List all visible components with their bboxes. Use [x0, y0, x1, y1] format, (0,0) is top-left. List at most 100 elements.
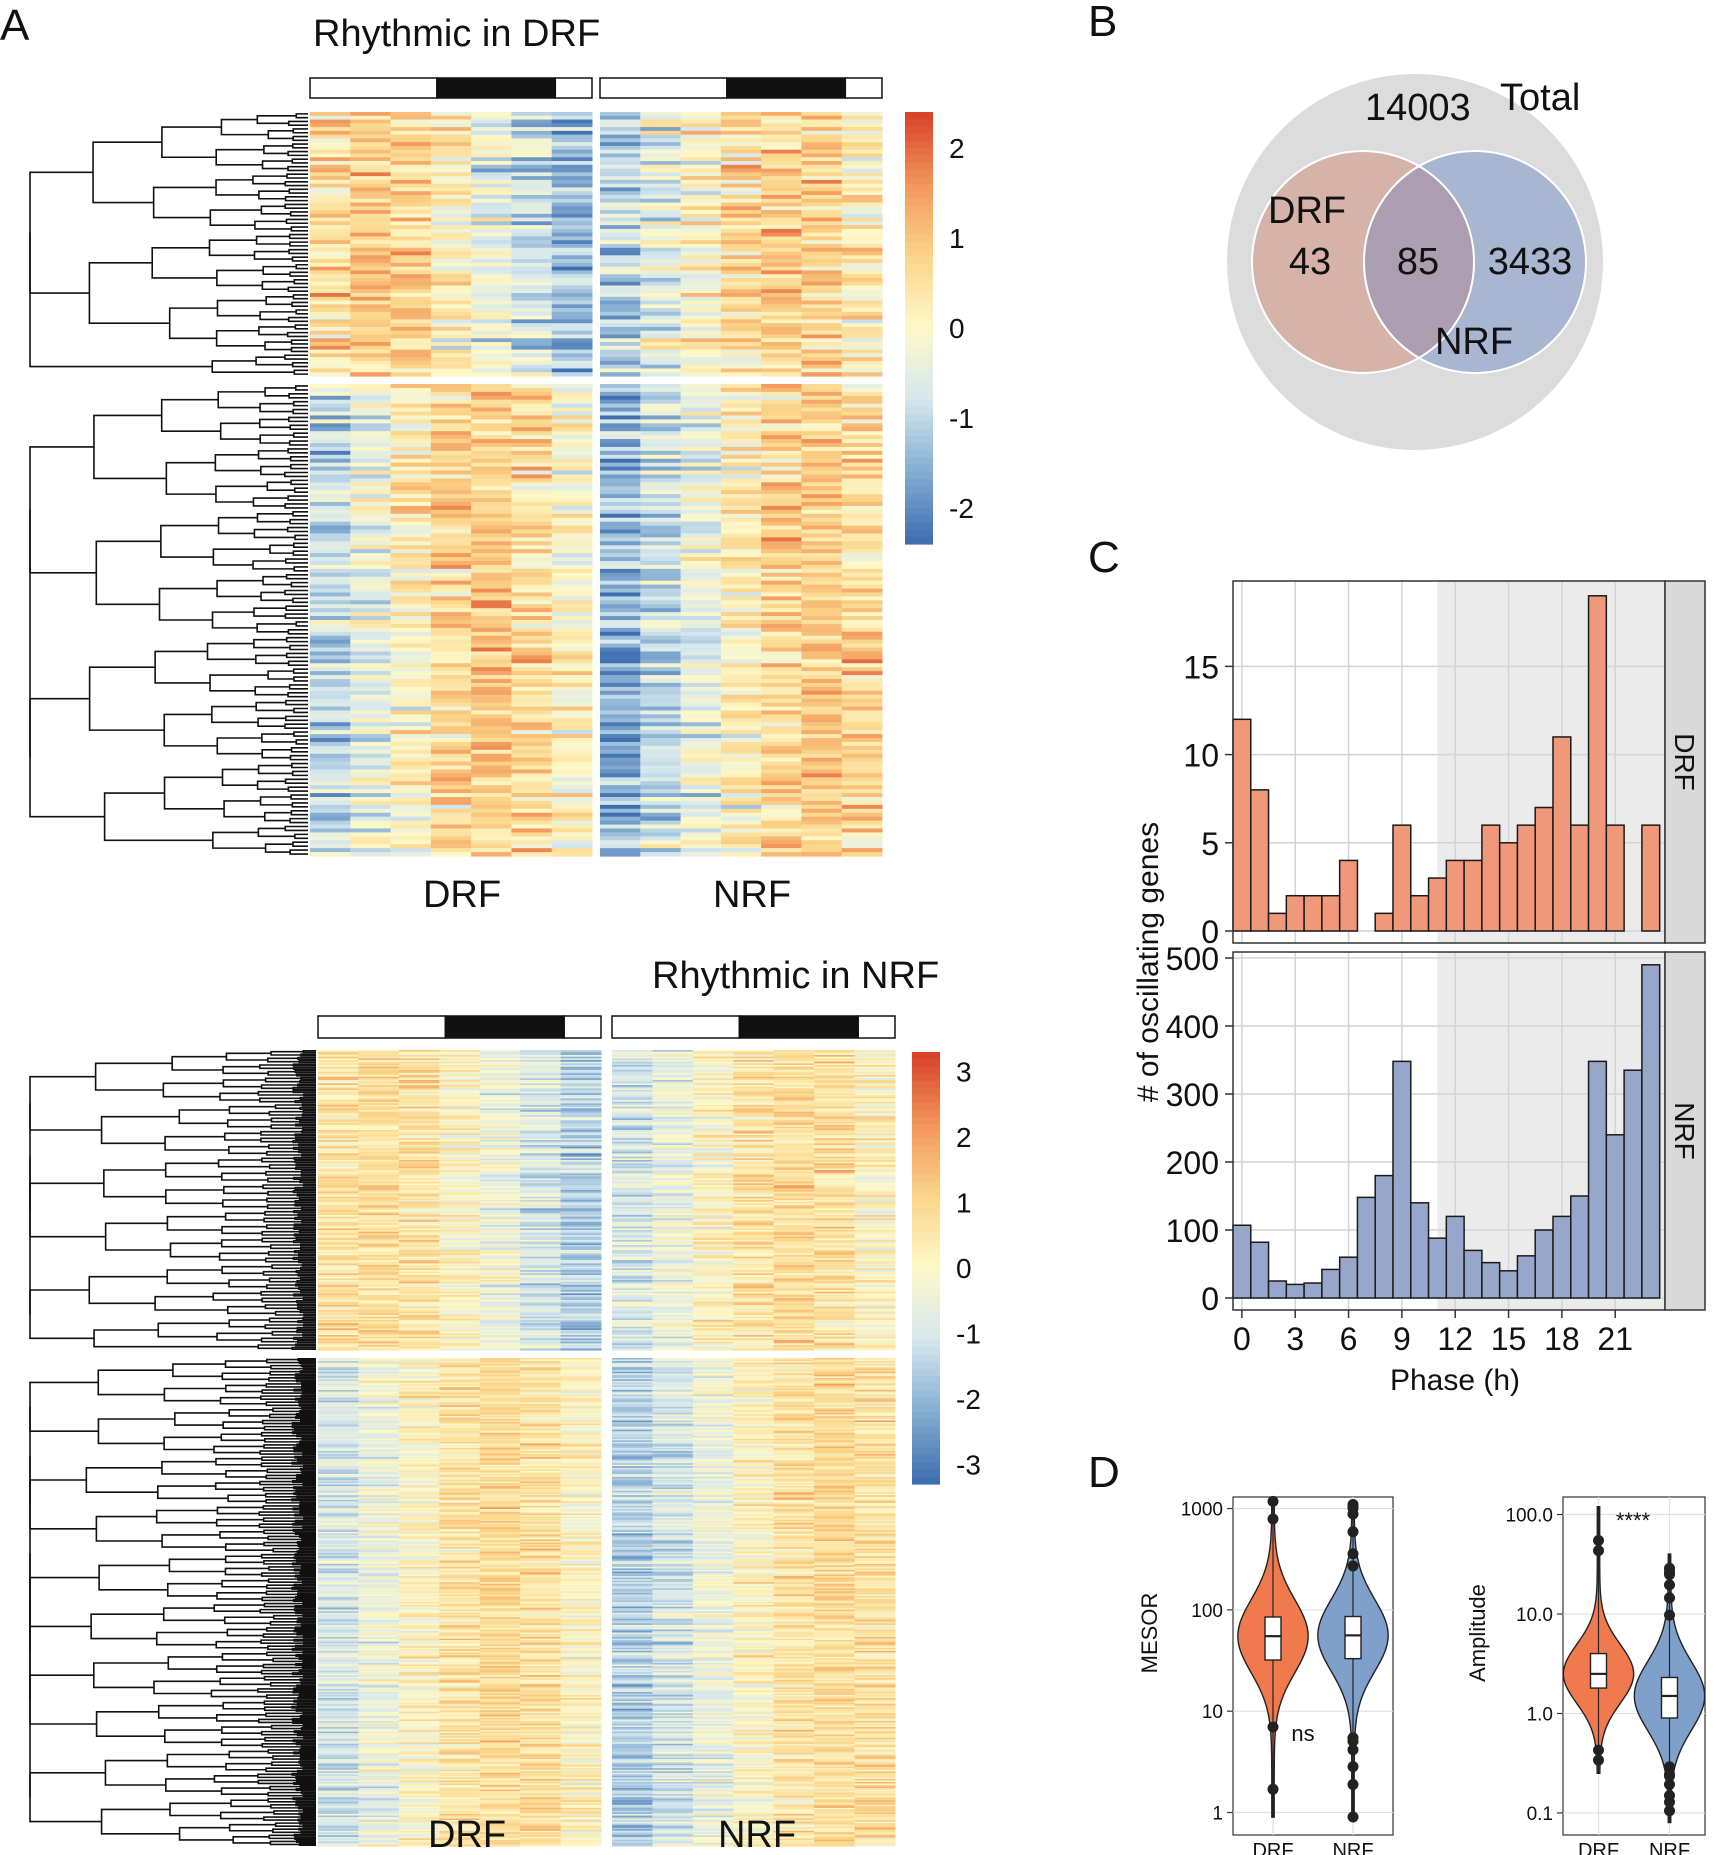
heatmap-cell	[680, 183, 722, 189]
heatmap-cell	[471, 142, 512, 147]
heatmap-cell	[520, 1111, 562, 1114]
heatmap-cell	[358, 1276, 400, 1279]
heatmap-cell	[652, 1183, 694, 1186]
heatmap-cell	[733, 1131, 775, 1134]
heatmap-cell	[479, 1093, 521, 1096]
heatmap-cell	[310, 679, 351, 684]
heatmap-cell	[801, 334, 843, 339]
heatmap-cell	[680, 572, 722, 578]
dendrogram-branch	[217, 516, 258, 535]
heatmap-cell	[801, 753, 843, 759]
heatmap-cell	[398, 1178, 440, 1181]
heatmap-cell	[479, 1293, 521, 1296]
heatmap-cell	[733, 1283, 775, 1286]
heatmap-cell	[761, 407, 802, 413]
heatmap-cell	[600, 407, 641, 413]
heatmap-cell	[612, 1075, 653, 1078]
heatmap-cell	[612, 1100, 653, 1103]
heatmap-cell	[854, 1193, 896, 1196]
heatmap-cell	[801, 183, 843, 189]
heatmap-cell	[358, 1120, 400, 1123]
heatmap-cell	[390, 274, 432, 279]
heatmap-cell	[652, 1286, 694, 1289]
heatmap-cell	[439, 1231, 481, 1234]
heatmap-cell	[439, 1058, 481, 1061]
heatmap-cell	[551, 568, 593, 574]
heatmap-cell	[430, 466, 472, 472]
heatmap-cell	[398, 1231, 440, 1234]
heatmap-cell	[471, 435, 512, 440]
heatmap-cell	[720, 411, 762, 417]
heatmap-cell	[854, 1230, 896, 1233]
heatmap-cell	[801, 123, 843, 128]
heatmap-cell	[310, 217, 351, 222]
heatmap-cell	[511, 262, 553, 268]
heatmap-cell	[841, 734, 883, 739]
heatmap-cell	[680, 251, 722, 256]
heatmap-cell	[390, 620, 432, 625]
heatmap-cell	[612, 1265, 653, 1268]
heatmap-cell	[430, 494, 472, 499]
dendrogram-branch	[267, 130, 294, 140]
heatmap-cell	[560, 1163, 602, 1166]
heatmap-cell	[471, 119, 512, 124]
heatmap-cell	[720, 545, 762, 550]
heatmap-cell	[680, 435, 722, 440]
heatmap-cell	[551, 364, 593, 370]
heatmap-cell	[358, 1180, 400, 1183]
heatmap-cell	[310, 240, 351, 245]
heatmap-cell	[761, 198, 802, 204]
heatmap-cell	[471, 364, 512, 370]
heatmap-cell	[430, 525, 472, 531]
heatmap-cell	[773, 1286, 815, 1289]
heatmap-cell	[720, 781, 762, 786]
heatmap-cell	[733, 1101, 775, 1104]
light-dark-bar-segment	[317, 1015, 447, 1039]
heatmap-cell	[841, 198, 883, 204]
heatmap-cell	[680, 285, 722, 290]
heatmap-cell	[350, 213, 392, 219]
heatmap-cell	[439, 1131, 481, 1134]
heatmap-cell	[511, 127, 553, 132]
heatmap-cell	[471, 308, 512, 313]
heatmap-cell	[430, 342, 472, 347]
heatmap-cell	[600, 478, 641, 483]
heatmap-cell	[310, 247, 351, 253]
heatmap-cell	[471, 505, 512, 511]
heatmap-cell	[640, 498, 682, 503]
heatmap-cell	[720, 580, 762, 586]
heatmap-cell	[680, 659, 722, 664]
heatmap-cell	[801, 142, 843, 147]
dendrogram-branch	[208, 239, 257, 257]
heatmap-cell	[801, 345, 843, 351]
heatmap-cell	[801, 836, 843, 841]
heatmap-cell	[841, 427, 883, 432]
heatmap-cell	[398, 1093, 440, 1096]
heatmap-cell	[814, 1136, 856, 1139]
heatmap-cell	[439, 1170, 481, 1173]
heatmap-cell	[814, 1193, 856, 1196]
heatmap-cell	[773, 1233, 815, 1236]
heatmap-cell	[350, 804, 392, 810]
heatmap-cell	[854, 1293, 896, 1296]
heatmap-cell	[640, 435, 682, 440]
heatmap-cell	[733, 1118, 775, 1121]
heatmap-cell	[511, 553, 553, 558]
heatmap-cell	[560, 1226, 602, 1229]
heatmap-cell	[652, 1261, 694, 1264]
heatmap-cell	[390, 115, 432, 121]
heatmap-cell	[720, 266, 762, 271]
heatmap-cell	[600, 431, 641, 436]
heatmap-cell	[398, 1201, 440, 1204]
heatmap-cell	[761, 840, 802, 845]
light-dark-bar-segment	[599, 77, 728, 99]
heatmap-cell	[692, 1056, 734, 1059]
heatmap-cell	[390, 478, 432, 483]
heatmap-cell	[612, 1203, 653, 1206]
dendrogram-branch	[293, 487, 308, 493]
heatmap-cell	[692, 1226, 734, 1229]
heatmap-cell	[439, 1286, 481, 1289]
heatmap-cell	[318, 1093, 359, 1096]
heatmap-cell	[358, 1151, 400, 1154]
heatmap-cell	[814, 1058, 856, 1061]
